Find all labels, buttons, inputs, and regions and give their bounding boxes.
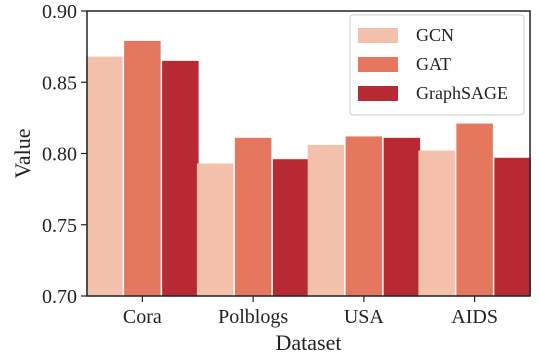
bar-gcn-aids [418,150,455,296]
bar-gat-aids [456,123,493,296]
legend-label-gat: GAT [416,54,451,74]
legend-swatch-graphsage [358,86,398,101]
legend-label-graphsage: GraphSAGE [416,83,508,103]
bar-gcn-polblogs [196,163,234,296]
legend: GCN GAT GraphSAGE [349,14,525,116]
legend-swatch-gcn [358,28,398,43]
bar-graphsage-polblogs [272,159,310,296]
bar-gcn-cora [86,56,123,296]
legend-label-gcn: GCN [416,25,454,45]
bar-gat-usa [345,136,383,296]
legend-swatch-gat [358,57,398,72]
x-tick-label: AIDS [451,306,498,328]
bar-graphsage-usa [383,137,421,296]
y-tick-label: 0.70 [42,286,77,308]
bar-gcn-usa [307,144,345,296]
x-tick-label: Cora [123,306,162,328]
y-tick-label: 0.90 [42,1,77,23]
x-tick-label: Polblogs [218,306,288,328]
x-axis-ticks: Cora Polblogs USA AIDS [123,296,498,328]
bar-graphsage-cora [162,60,199,297]
y-axis-title: Value [10,128,35,178]
bar-graphsage-aids [494,157,531,296]
plot-frame [86,10,531,297]
bars-group [86,40,531,297]
x-tick-label: USA [344,306,385,328]
y-tick-label: 0.80 [42,144,77,166]
bar-gat-polblogs [234,137,272,296]
x-axis-title: Dataset [276,330,342,354]
y-tick-label: 0.85 [42,72,77,94]
y-axis-ticks: 0.70 0.75 0.80 0.85 0.90 [42,1,87,308]
y-tick-label: 0.75 [42,215,77,237]
bar-gat-cora [124,40,161,297]
